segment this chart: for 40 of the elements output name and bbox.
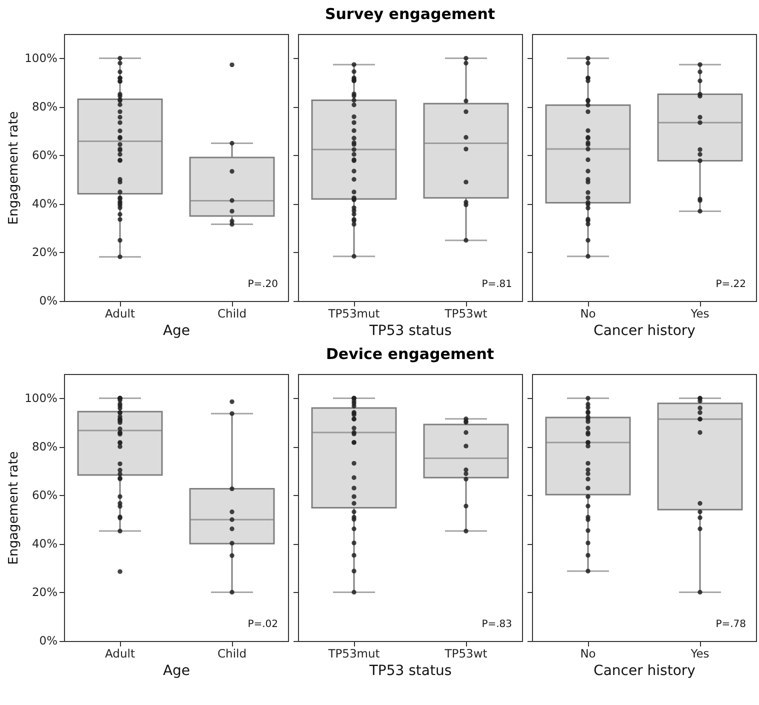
y-axis-title: Engagement rate bbox=[6, 451, 22, 565]
x-tick-label: TP53wt bbox=[444, 646, 488, 660]
annotation: P=.81 bbox=[482, 279, 512, 290]
y-axis-title: Engagement rate bbox=[6, 111, 22, 225]
x-tick-label: No bbox=[580, 306, 596, 320]
annotation: P=.20 bbox=[248, 279, 278, 290]
x-tick-label: Adult bbox=[105, 306, 136, 320]
x-tick-label: Child bbox=[217, 646, 247, 660]
chart-title: Device engagement bbox=[326, 345, 494, 363]
x-tick-label: TP53mut bbox=[327, 646, 380, 660]
y-tick-label: 100% bbox=[24, 50, 58, 65]
x-tick-label: TP53mut bbox=[327, 306, 380, 320]
y-tick-label: 20% bbox=[32, 244, 58, 259]
x-axis-title: Cancer history bbox=[594, 323, 696, 339]
x-axis-title: TP53 status bbox=[368, 323, 452, 339]
y-tick-label: 60% bbox=[32, 148, 58, 162]
chart-title: Survey engagement bbox=[324, 5, 496, 23]
y-tick-label: 40% bbox=[32, 196, 58, 210]
y-tick-label: 80% bbox=[32, 99, 58, 114]
x-axis-title: Cancer history bbox=[594, 663, 696, 679]
x-tick-label: Adult bbox=[105, 646, 136, 660]
y-tick-label: 80% bbox=[32, 439, 58, 454]
y-tick-label: 20% bbox=[32, 584, 58, 599]
x-tick-label: Yes bbox=[690, 646, 710, 660]
annotation: P=.78 bbox=[716, 619, 746, 630]
annotation: P=.02 bbox=[248, 619, 278, 630]
x-axis-title: Age bbox=[162, 663, 190, 679]
y-tick-label: 100% bbox=[24, 390, 58, 405]
x-tick-label: Yes bbox=[690, 306, 710, 320]
y-tick-label: 0% bbox=[39, 294, 58, 308]
y-tick-label: 60% bbox=[32, 488, 58, 502]
x-tick-label: Child bbox=[217, 306, 247, 320]
annotation: P=.83 bbox=[482, 619, 512, 630]
annotation: P=.22 bbox=[716, 279, 746, 290]
y-tick-label: 0% bbox=[39, 634, 58, 648]
x-axis-title: Age bbox=[162, 323, 190, 339]
x-axis-title: TP53 status bbox=[368, 663, 452, 679]
x-tick-label: TP53wt bbox=[444, 306, 488, 320]
y-tick-label: 40% bbox=[32, 536, 58, 550]
x-tick-label: No bbox=[580, 646, 596, 660]
